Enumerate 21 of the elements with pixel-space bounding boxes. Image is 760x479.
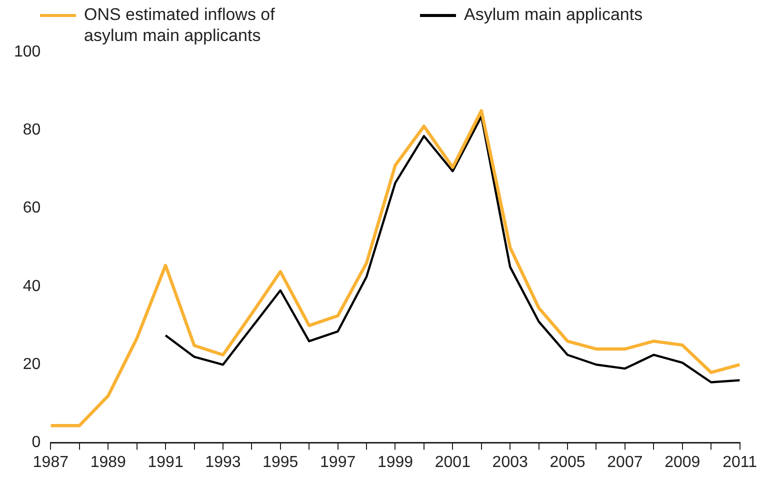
y-tick-label: 60	[22, 200, 41, 217]
legend-label: ONS estimated inflows of asylum main applicants	[84, 4, 276, 46]
y-tick-label: 20	[22, 356, 41, 374]
x-tick-label: 1999	[377, 454, 414, 471]
x-tick-label: 2001	[434, 454, 471, 471]
x-tick-label: 2003	[492, 454, 528, 471]
y-tick-label: 40	[22, 278, 41, 295]
y-tick-label: 0	[32, 434, 41, 452]
x-tick-label: 1997	[320, 454, 356, 471]
x-tick-label: 1993	[205, 454, 241, 471]
x-tick-label: 2011	[722, 454, 758, 471]
x-tick-label: 1991	[148, 454, 184, 471]
y-tick-label: 100	[14, 43, 41, 60]
legend-label: Asylum main applicants	[464, 4, 643, 25]
x-tick-label: 1989	[90, 454, 126, 471]
x-tick-label: 1995	[262, 454, 298, 471]
y-tick-label: 80	[22, 122, 41, 139]
x-tick-label: 2005	[550, 454, 586, 471]
x-tick-label: 2009	[664, 454, 700, 471]
x-tick-label: 1987	[32, 454, 69, 471]
x-tick-label: 2007	[607, 454, 643, 471]
